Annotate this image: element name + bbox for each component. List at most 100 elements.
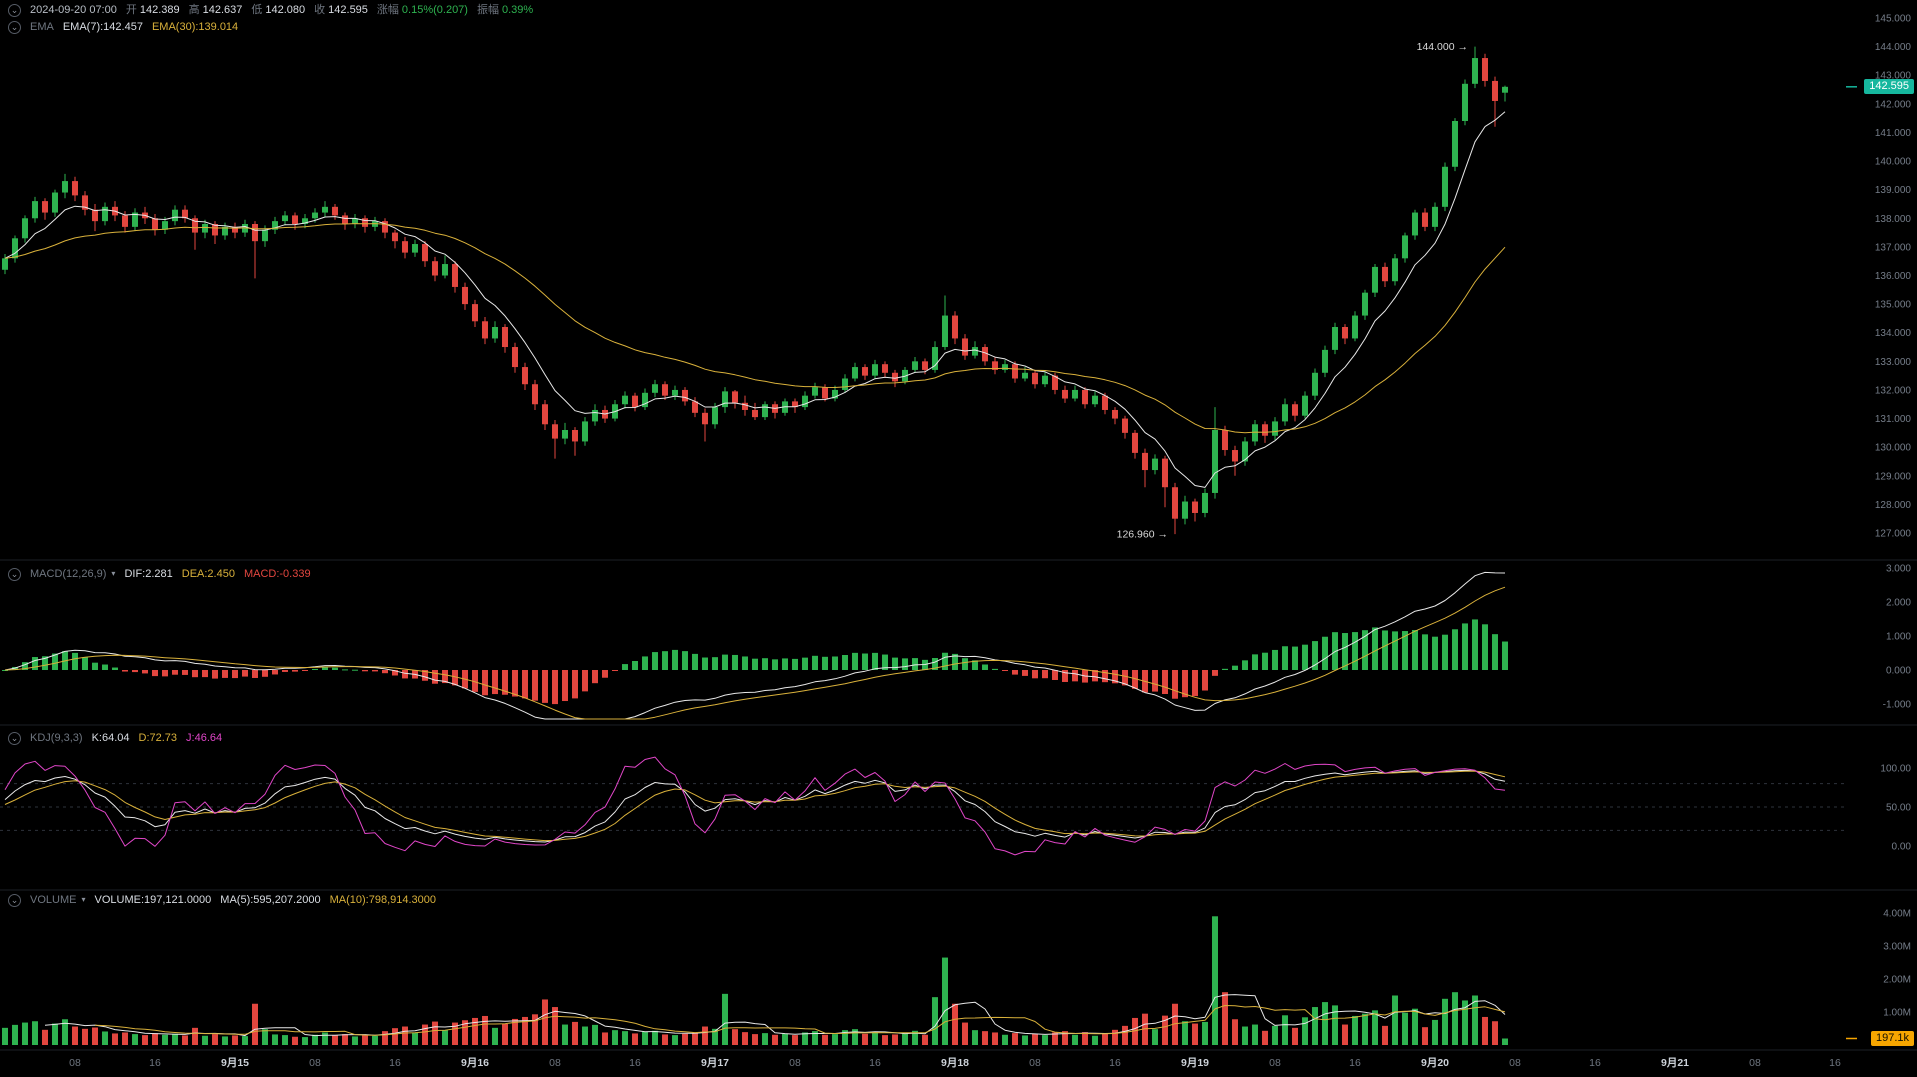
ema-legend: ⌄ EMA EMA(7):142.457 EMA(30):139.014 (8, 20, 238, 34)
volume-legend: ⌄ VOLUME ▾ VOLUME:197,121.0000 MA(5):595… (8, 893, 436, 907)
high-field: 高 142.637 (189, 3, 243, 17)
ema7-value: EMA(7):142.457 (62, 21, 143, 33)
ema30-value: EMA(30):139.014 (151, 21, 239, 33)
kdj-k-value: K:64.04 (91, 732, 130, 744)
volume-value: VOLUME:197,121.0000 (94, 894, 212, 906)
svg-text:2.000: 2.000 (1886, 598, 1911, 609)
svg-text:130.000: 130.000 (1875, 443, 1912, 454)
svg-text:100.00: 100.00 (1880, 764, 1911, 775)
macd-dea-value: DEA:2.450 (181, 568, 235, 580)
svg-text:126.960 →: 126.960 → (1117, 529, 1168, 541)
svg-text:134.000: 134.000 (1875, 328, 1912, 339)
svg-text:08: 08 (69, 1057, 81, 1069)
toggle-volume-icon[interactable]: ⌄ (8, 893, 21, 907)
svg-text:133.000: 133.000 (1875, 357, 1912, 368)
svg-text:16: 16 (1349, 1057, 1361, 1069)
svg-text:1.000: 1.000 (1886, 632, 1911, 643)
svg-text:131.000: 131.000 (1875, 414, 1912, 425)
svg-text:-1.000: -1.000 (1883, 700, 1912, 711)
svg-text:9月21: 9月21 (1661, 1057, 1689, 1069)
svg-text:9月18: 9月18 (941, 1057, 969, 1069)
svg-text:2.00M: 2.00M (1883, 975, 1911, 986)
amplitude-field: 振幅 0.39% (477, 3, 533, 17)
svg-text:3.00M: 3.00M (1883, 942, 1911, 953)
change-field: 涨幅 0.15%(0.207) (377, 3, 468, 17)
svg-text:9月15: 9月15 (221, 1057, 249, 1069)
candle-datetime: 2024-09-20 07:00 (30, 4, 117, 16)
svg-text:08: 08 (549, 1057, 561, 1069)
change-label: 涨幅 (376, 4, 399, 16)
low-value: 142.080 (265, 4, 306, 16)
svg-text:135.000: 135.000 (1875, 300, 1912, 311)
macd-dropdown-icon[interactable]: ▾ (111, 569, 116, 578)
svg-text:127.000: 127.000 (1875, 529, 1912, 540)
macd-name: MACD(12,26,9) (30, 568, 107, 580)
svg-text:08: 08 (1749, 1057, 1761, 1069)
svg-text:50.00: 50.00 (1886, 803, 1911, 814)
svg-text:129.000: 129.000 (1875, 471, 1912, 482)
svg-text:0.000: 0.000 (1886, 666, 1911, 677)
kdj-j-value: J:46.64 (186, 732, 223, 744)
kdj-d-value: D:72.73 (138, 732, 178, 744)
volume-dropdown-icon[interactable]: ▾ (81, 895, 86, 904)
svg-text:141.000: 141.000 (1875, 128, 1912, 139)
toggle-kdj-icon[interactable]: ⌄ (8, 731, 21, 745)
svg-text:3.000: 3.000 (1886, 564, 1911, 575)
macd-dif-value: DIF:2.281 (124, 568, 173, 580)
svg-text:9月17: 9月17 (701, 1057, 729, 1069)
open-value: 142.389 (139, 4, 180, 16)
toggle-macd-icon[interactable]: ⌄ (8, 567, 21, 581)
close-value: 142.595 (328, 4, 368, 16)
svg-text:143.000: 143.000 (1875, 71, 1912, 82)
svg-text:0.00: 0.00 (1892, 842, 1912, 853)
open-label: 开 (125, 4, 137, 16)
amplitude-value: 0.39% (501, 4, 534, 16)
kdj-legend: ⌄ KDJ(9,3,3) K:64.04 D:72.73 J:46.64 (8, 731, 222, 745)
macd-hist-value: MACD:-0.339 (243, 568, 311, 580)
high-label: 高 (188, 4, 200, 16)
close-label: 收 (314, 4, 326, 16)
toggle-ema-icon[interactable]: ⌄ (8, 20, 21, 34)
svg-text:1.00M: 1.00M (1883, 1008, 1911, 1019)
volume-name: VOLUME (30, 894, 77, 906)
svg-text:144.000 →: 144.000 → (1417, 41, 1468, 53)
macd-legend: ⌄ MACD(12,26,9) ▾ DIF:2.281 DEA:2.450 MA… (8, 567, 311, 581)
svg-text:16: 16 (1109, 1057, 1121, 1069)
low-field: 低 142.080 (251, 3, 305, 17)
close-field: 收 142.595 (314, 3, 368, 17)
svg-text:4.00M: 4.00M (1883, 909, 1911, 920)
svg-text:08: 08 (1029, 1057, 1041, 1069)
ema-name: EMA (30, 21, 54, 33)
last-price-badge: 142.595 (1864, 78, 1914, 94)
svg-text:140.000: 140.000 (1875, 157, 1912, 168)
volume-ma10-value: MA(10):798,914.3000 (329, 894, 437, 906)
svg-text:16: 16 (869, 1057, 881, 1069)
svg-text:9月19: 9月19 (1181, 1057, 1209, 1069)
svg-text:139.000: 139.000 (1875, 185, 1912, 196)
svg-text:137.000: 137.000 (1875, 242, 1912, 253)
kdj-name: KDJ(9,3,3) (30, 732, 83, 744)
svg-text:08: 08 (1509, 1057, 1521, 1069)
svg-text:08: 08 (789, 1057, 801, 1069)
svg-text:145.000: 145.000 (1875, 14, 1912, 25)
svg-text:16: 16 (1829, 1057, 1841, 1069)
svg-text:138.000: 138.000 (1875, 214, 1912, 225)
svg-text:16: 16 (389, 1057, 401, 1069)
svg-text:136.000: 136.000 (1875, 271, 1912, 282)
change-value: 0.15%(0.207) (401, 4, 468, 16)
svg-text:144.000: 144.000 (1875, 42, 1912, 53)
open-field: 开 142.389 (126, 3, 180, 17)
high-value: 142.637 (202, 4, 243, 16)
svg-text:16: 16 (629, 1057, 641, 1069)
svg-text:132.000: 132.000 (1875, 385, 1912, 396)
svg-text:128.000: 128.000 (1875, 500, 1912, 511)
low-label: 低 (251, 4, 263, 16)
collapse-main-panel-icon[interactable]: ⌄ (8, 3, 21, 17)
svg-text:9月20: 9月20 (1421, 1057, 1449, 1069)
svg-text:16: 16 (1589, 1057, 1601, 1069)
svg-text:9月16: 9月16 (461, 1057, 489, 1069)
amplitude-label: 振幅 (476, 4, 499, 16)
last-volume-badge: 197.1k (1870, 1031, 1914, 1047)
volume-ma5-value: MA(5):595,207.2000 (220, 894, 321, 906)
